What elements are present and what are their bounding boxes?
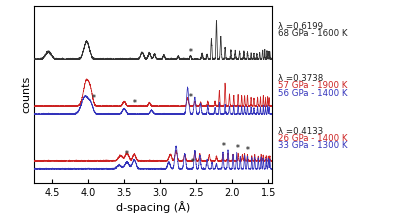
Text: *: * <box>246 146 250 155</box>
Text: *: * <box>188 48 192 57</box>
Text: λ =0.4133: λ =0.4133 <box>278 127 323 135</box>
Text: 57 GPa - 1900 K: 57 GPa - 1900 K <box>278 81 347 91</box>
Text: *: * <box>133 99 137 108</box>
Text: *: * <box>92 94 96 103</box>
Y-axis label: counts: counts <box>21 76 31 113</box>
Text: *: * <box>191 158 195 167</box>
Text: *: * <box>188 93 192 102</box>
Text: *: * <box>222 142 226 151</box>
Text: λ =0.6199: λ =0.6199 <box>278 22 323 31</box>
X-axis label: d-spacing (Å): d-spacing (Å) <box>116 201 190 213</box>
Text: 56 GPa - 1400 K: 56 GPa - 1400 K <box>278 89 348 98</box>
Text: 33 GPa - 1300 K: 33 GPa - 1300 K <box>278 141 348 150</box>
Text: 26 GPa - 1400 K: 26 GPa - 1400 K <box>278 134 348 142</box>
Text: *: * <box>236 144 240 153</box>
Text: *: * <box>125 150 129 158</box>
Text: λ =0.3738: λ =0.3738 <box>278 74 323 83</box>
Text: 68 GPa - 1600 K: 68 GPa - 1600 K <box>278 29 348 38</box>
